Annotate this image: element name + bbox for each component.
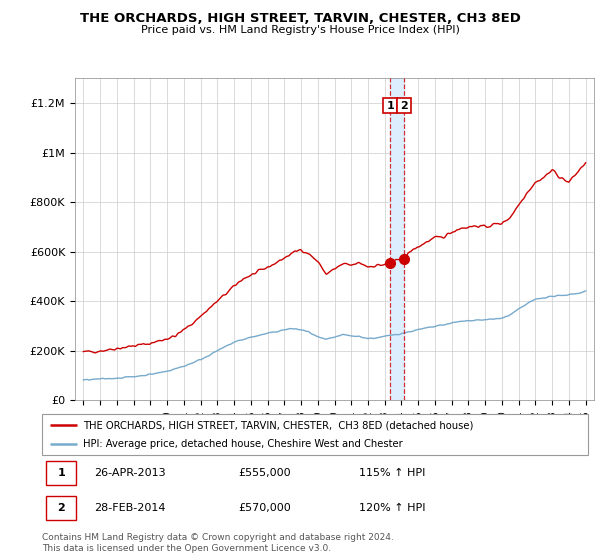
Text: 2: 2: [400, 101, 408, 111]
Text: 115% ↑ HPI: 115% ↑ HPI: [359, 468, 425, 478]
FancyBboxPatch shape: [46, 496, 76, 520]
Text: THE ORCHARDS, HIGH STREET, TARVIN, CHESTER,  CH3 8ED (detached house): THE ORCHARDS, HIGH STREET, TARVIN, CHEST…: [83, 421, 473, 430]
Text: HPI: Average price, detached house, Cheshire West and Chester: HPI: Average price, detached house, Ches…: [83, 439, 403, 449]
Text: 2: 2: [58, 503, 65, 513]
Bar: [390, 78, 404, 400]
Text: THE ORCHARDS, HIGH STREET, TARVIN, CHESTER, CH3 8ED: THE ORCHARDS, HIGH STREET, TARVIN, CHEST…: [80, 12, 520, 25]
FancyBboxPatch shape: [46, 461, 76, 486]
Text: Contains HM Land Registry data © Crown copyright and database right 2024.
This d: Contains HM Land Registry data © Crown c…: [42, 533, 394, 553]
Text: 120% ↑ HPI: 120% ↑ HPI: [359, 503, 425, 513]
Text: £570,000: £570,000: [239, 503, 292, 513]
Text: 26-APR-2013: 26-APR-2013: [94, 468, 166, 478]
Text: 1: 1: [386, 101, 394, 111]
Text: 1: 1: [58, 468, 65, 478]
Text: 28-FEB-2014: 28-FEB-2014: [94, 503, 166, 513]
Text: £555,000: £555,000: [239, 468, 291, 478]
Text: Price paid vs. HM Land Registry's House Price Index (HPI): Price paid vs. HM Land Registry's House …: [140, 25, 460, 35]
